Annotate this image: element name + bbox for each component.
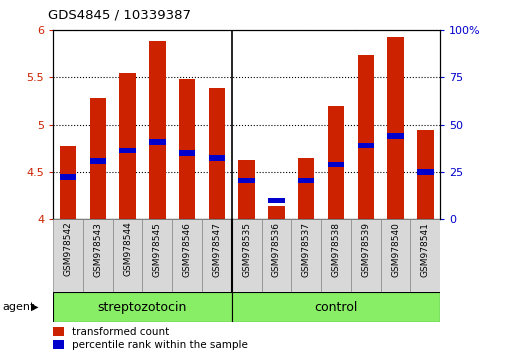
Bar bbox=[261, 219, 291, 292]
Text: GSM978541: GSM978541 bbox=[420, 222, 429, 276]
Text: GSM978543: GSM978543 bbox=[93, 222, 102, 276]
Text: GSM978536: GSM978536 bbox=[271, 222, 280, 277]
Bar bbox=[357, 55, 373, 219]
Text: GSM978547: GSM978547 bbox=[212, 222, 221, 276]
Bar bbox=[179, 79, 195, 219]
Text: GSM978542: GSM978542 bbox=[64, 222, 72, 276]
Bar bbox=[321, 219, 350, 292]
Text: streptozotocin: streptozotocin bbox=[97, 301, 187, 314]
Bar bbox=[387, 37, 403, 219]
Bar bbox=[142, 219, 172, 292]
Bar bbox=[327, 106, 343, 219]
Text: GSM978538: GSM978538 bbox=[331, 222, 340, 277]
Text: GDS4845 / 10339387: GDS4845 / 10339387 bbox=[48, 9, 191, 22]
Bar bbox=[238, 178, 255, 183]
Bar bbox=[387, 133, 403, 139]
Bar bbox=[119, 73, 135, 219]
Text: agent: agent bbox=[3, 302, 35, 312]
Text: ▶: ▶ bbox=[31, 302, 39, 312]
Bar bbox=[179, 150, 195, 156]
Bar bbox=[380, 219, 410, 292]
Bar bbox=[201, 219, 231, 292]
Bar bbox=[231, 292, 439, 322]
Text: GSM978544: GSM978544 bbox=[123, 222, 132, 276]
Bar bbox=[208, 155, 225, 161]
Text: GSM978537: GSM978537 bbox=[301, 222, 310, 277]
Bar bbox=[350, 219, 380, 292]
Bar bbox=[60, 145, 76, 219]
Bar bbox=[89, 98, 106, 219]
Bar bbox=[172, 219, 201, 292]
Text: control: control bbox=[314, 301, 357, 314]
Bar bbox=[291, 219, 321, 292]
Bar bbox=[238, 160, 255, 219]
Bar bbox=[113, 219, 142, 292]
Bar bbox=[231, 219, 261, 292]
Bar bbox=[208, 88, 225, 219]
Bar bbox=[149, 41, 165, 219]
Bar bbox=[297, 158, 314, 219]
Bar bbox=[416, 130, 433, 219]
Text: GSM978535: GSM978535 bbox=[242, 222, 250, 277]
Bar bbox=[410, 219, 439, 292]
Bar bbox=[357, 143, 373, 148]
Bar bbox=[83, 219, 113, 292]
Text: GSM978546: GSM978546 bbox=[182, 222, 191, 276]
Bar bbox=[327, 162, 343, 167]
Bar bbox=[268, 206, 284, 219]
Text: GSM978540: GSM978540 bbox=[390, 222, 399, 276]
Bar bbox=[53, 292, 231, 322]
Bar bbox=[268, 198, 284, 204]
Bar bbox=[53, 219, 83, 292]
Text: GSM978539: GSM978539 bbox=[361, 222, 370, 277]
Legend: transformed count, percentile rank within the sample: transformed count, percentile rank withi… bbox=[53, 327, 247, 350]
Bar bbox=[89, 158, 106, 164]
Bar bbox=[149, 139, 165, 145]
Bar bbox=[416, 169, 433, 175]
Text: GSM978545: GSM978545 bbox=[153, 222, 162, 276]
Bar bbox=[297, 178, 314, 183]
Bar bbox=[119, 148, 135, 153]
Bar bbox=[60, 174, 76, 180]
